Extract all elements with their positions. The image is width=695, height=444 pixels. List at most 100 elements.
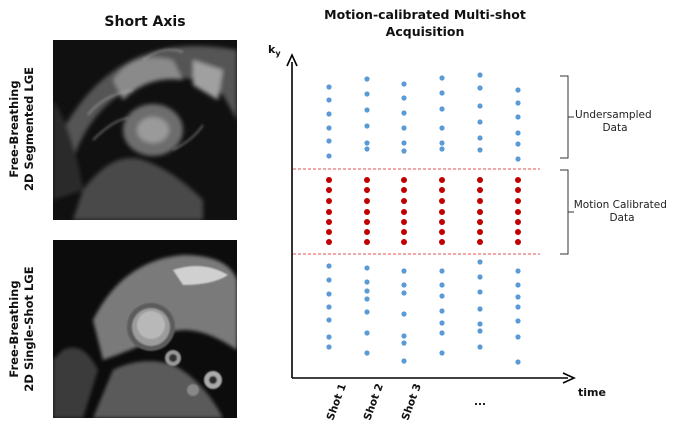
calibration-dot <box>401 187 407 193</box>
undersampled-label: Undersampled Data <box>575 109 655 134</box>
calibration-dot <box>401 177 407 183</box>
calibration-dot <box>401 209 407 215</box>
undersampled-dot <box>515 141 521 147</box>
calibration-dot <box>515 187 521 193</box>
undersampled-dot <box>477 306 483 312</box>
undersampled-label-line2: Data <box>602 122 627 134</box>
calibration-dot <box>515 198 521 204</box>
undersampled-dot <box>364 279 370 285</box>
undersampled-dot <box>401 290 407 296</box>
undersampled-dot <box>364 123 370 129</box>
undersampled-dot <box>439 293 445 299</box>
x-axis-arrowhead <box>562 372 576 384</box>
undersampled-dot <box>364 296 370 302</box>
undersampled-dot <box>364 91 370 97</box>
calibrated-label-line2: Data <box>609 212 634 224</box>
shot-ellipsis: ... <box>474 396 486 408</box>
undersampled-dot <box>326 317 332 323</box>
calibration-dot <box>364 187 370 193</box>
undersampled-dot <box>477 289 483 295</box>
undersampled-dot <box>515 130 521 136</box>
undersampled-dot <box>515 114 521 120</box>
undersampled-dot <box>439 350 445 356</box>
undersampled-dot <box>401 282 407 288</box>
undersampled-dot <box>364 76 370 82</box>
diagram-title-line1: Motion-calibrated Multi-shot <box>324 7 526 22</box>
calibration-dot <box>364 229 370 235</box>
calibration-dot <box>364 198 370 204</box>
undersampled-dot <box>477 147 483 153</box>
undersampled-dot <box>515 282 521 288</box>
undersampled-dot <box>515 294 521 300</box>
undersampled-dot <box>515 334 521 340</box>
undersampled-dot <box>515 87 521 93</box>
calibration-dot <box>439 239 445 245</box>
calibration-dot <box>515 177 521 183</box>
undersampled-dot <box>439 268 445 274</box>
undersampled-dot <box>439 330 445 336</box>
undersampled-dot <box>401 358 407 364</box>
undersampled-dot <box>326 263 332 269</box>
calibration-dot <box>364 219 370 225</box>
calibration-dot <box>477 229 483 235</box>
kspace-samples <box>326 72 521 365</box>
diagram-title-line2: Acquisition <box>385 24 465 39</box>
calibration-dot <box>364 209 370 215</box>
undersampled-dot <box>439 90 445 96</box>
calibrated-label-line1: Motion Calibrated <box>574 199 667 211</box>
undersampled-dot <box>439 140 445 146</box>
calibration-dot <box>326 198 332 204</box>
calibration-dot <box>439 187 445 193</box>
undersampled-dot <box>364 330 370 336</box>
undersampled-dot <box>326 97 332 103</box>
calibration-dot <box>401 229 407 235</box>
undersampled-dot <box>401 340 407 346</box>
undersampled-dot <box>364 140 370 146</box>
undersampled-dot <box>401 110 407 116</box>
x-axis-label: time <box>578 386 606 399</box>
undersampled-dot <box>364 288 370 294</box>
undersampled-dot <box>477 72 483 78</box>
undersampled-dot <box>326 138 332 144</box>
undersampled-dot <box>477 274 483 280</box>
calibration-dot <box>439 219 445 225</box>
short-axis-title: Short Axis <box>104 14 186 30</box>
calibration-dot <box>364 177 370 183</box>
undersampled-dot <box>515 304 521 310</box>
calibration-dot <box>439 209 445 215</box>
undersampled-dot <box>477 328 483 334</box>
undersampled-dot <box>477 135 483 141</box>
calibration-dot <box>477 219 483 225</box>
undersampled-dot <box>364 146 370 152</box>
calibration-dot <box>477 209 483 215</box>
undersampled-dot <box>439 75 445 81</box>
undersampled-dot <box>326 334 332 340</box>
undersampled-dot <box>326 84 332 90</box>
undersampled-dot <box>477 321 483 327</box>
undersampled-dot <box>401 311 407 317</box>
undersampled-dot <box>515 268 521 274</box>
undersampled-dot <box>326 291 332 297</box>
y-axis-arrowhead <box>286 53 298 67</box>
undersampled-dot <box>326 111 332 117</box>
undersampled-dot <box>326 153 332 159</box>
undersampled-dot <box>401 140 407 146</box>
undersampled-dot <box>401 125 407 131</box>
undersampled-dot <box>401 333 407 339</box>
undersampled-dot <box>439 320 445 326</box>
y-axis-label: ky <box>268 43 281 58</box>
calibration-dot <box>326 229 332 235</box>
undersampled-dot <box>515 156 521 162</box>
undersampled-dot <box>439 146 445 152</box>
undersampled-dot <box>326 344 332 350</box>
undersampled-dot <box>401 268 407 274</box>
undersampled-dot <box>326 277 332 283</box>
calibration-dot <box>326 239 332 245</box>
undersampled-dot <box>515 359 521 365</box>
calibrated-brace <box>560 169 574 255</box>
mri-single-shot-lge-image <box>53 240 237 418</box>
calibrated-label: Motion Calibrated Data <box>574 199 671 224</box>
undersampled-dot <box>515 318 521 324</box>
calibration-dot <box>364 239 370 245</box>
